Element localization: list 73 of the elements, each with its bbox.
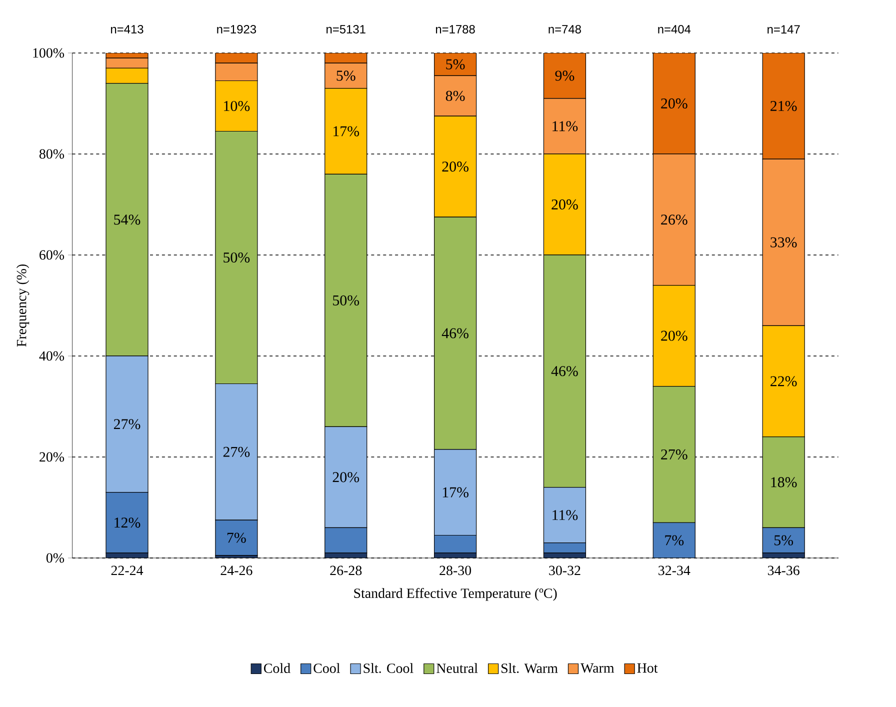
- legend-label: Neutral: [436, 663, 478, 673]
- data-label: 46%: [442, 328, 468, 338]
- data-label: 46%: [551, 366, 578, 376]
- data-label: 9%: [555, 70, 574, 81]
- legend-label: Slt. Cool: [364, 663, 414, 674]
- bar: [652, 52, 696, 154]
- data-label: 27%: [661, 449, 688, 460]
- bar: [106, 492, 148, 554]
- data-label: 26%: [661, 214, 688, 225]
- data-label: 54%: [114, 214, 140, 225]
- data-label: 22%: [770, 376, 797, 386]
- legend-label: Hot: [637, 663, 658, 673]
- bar: [215, 520, 258, 556]
- x-tick-label: 24-26: [220, 566, 252, 576]
- data-label: 20%: [442, 162, 468, 172]
- data-label: 27%: [223, 446, 250, 458]
- data-label: 5%: [774, 535, 794, 546]
- data-label: 8%: [446, 90, 465, 101]
- data-label: 17%: [442, 487, 468, 498]
- data-label: 20%: [552, 199, 578, 210]
- y-tick-label: 80%: [39, 149, 64, 159]
- y-tick-label: 100%: [33, 48, 64, 58]
- data-label: 11%: [552, 121, 578, 132]
- x-tick-label: 34-36: [768, 566, 800, 576]
- data-label: 5%: [446, 59, 465, 70]
- data-label: 11%: [552, 510, 578, 520]
- data-label: 10%: [224, 100, 250, 112]
- x-axis-title: Standard Effective Temperature (ºC): [354, 588, 557, 601]
- bar: [543, 52, 586, 99]
- data-label: 50%: [224, 252, 250, 263]
- bar: [543, 542, 586, 554]
- annotation: n=404: [658, 25, 691, 34]
- x-tick-label: 28-30: [440, 566, 472, 576]
- y-tick-label: 60%: [40, 250, 64, 260]
- data-label: 20%: [661, 330, 688, 341]
- legend-label: Slt. Warm: [502, 663, 558, 674]
- x-tick-label: 26-28: [330, 566, 362, 576]
- bar: [324, 527, 368, 554]
- bar: [434, 52, 477, 76]
- bar: [653, 522, 696, 558]
- bar: [762, 52, 805, 160]
- annotation: n=1788: [436, 25, 475, 34]
- annotation: n=147: [768, 25, 800, 34]
- x-tick-label: 22-24: [111, 566, 144, 575]
- bar: [324, 52, 368, 64]
- y-tick-label: 40%: [39, 351, 64, 361]
- legend-label: Cool: [314, 663, 340, 673]
- x-tick-label: 30-32: [549, 566, 580, 576]
- y-tick-label: 0%: [46, 553, 64, 563]
- data-label: 20%: [661, 98, 688, 109]
- bar: [215, 52, 258, 64]
- y-tick-label: 20%: [40, 452, 64, 462]
- data-label: 50%: [333, 295, 360, 306]
- data-label: 21%: [770, 100, 797, 112]
- x-tick-label: 32-34: [658, 566, 690, 576]
- legend-label: Cold: [264, 663, 290, 673]
- y-axis-title: Frequency (%): [16, 264, 30, 347]
- data-label: 7%: [227, 532, 246, 543]
- bar: [434, 534, 477, 554]
- data-label: 7%: [665, 535, 684, 546]
- data-label: 27%: [114, 419, 140, 430]
- bar: [762, 527, 805, 554]
- data-label: 12%: [114, 518, 140, 528]
- annotation: n=413: [111, 25, 144, 34]
- data-label: 33%: [770, 237, 797, 248]
- annotation: n=748: [548, 25, 581, 34]
- data-label: 18%: [771, 477, 797, 488]
- data-label: 17%: [333, 126, 360, 136]
- data-label: 5%: [336, 70, 356, 81]
- annotation: n=5131: [326, 25, 366, 34]
- legend-label: Warm: [580, 663, 614, 673]
- annotation: n=1923: [217, 25, 256, 34]
- data-label: 20%: [332, 472, 360, 482]
